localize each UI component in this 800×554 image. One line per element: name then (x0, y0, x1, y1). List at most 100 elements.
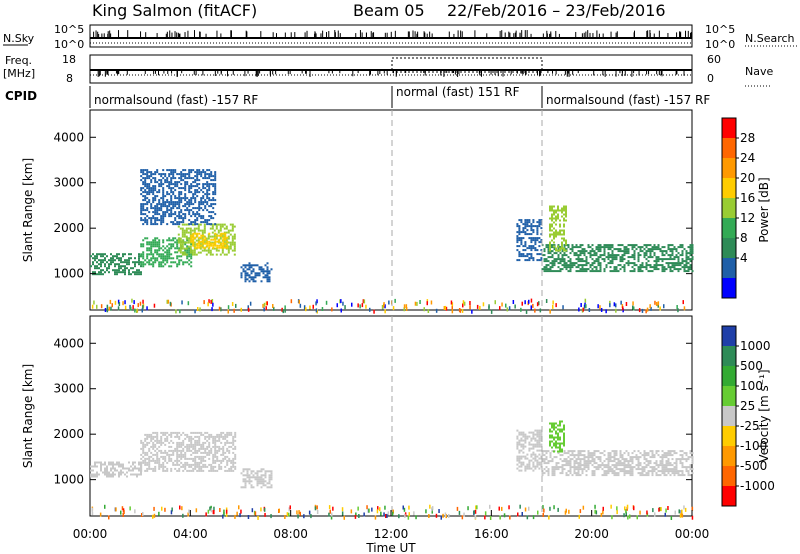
echo-pixel (102, 255, 104, 258)
echo-pixel (215, 225, 218, 228)
echo-pixel (543, 260, 546, 263)
echo-pixel (516, 237, 519, 240)
echo-pixel (166, 261, 169, 264)
echo-pixel (118, 465, 120, 468)
echo-pixel (262, 272, 265, 275)
echo-pixel (158, 255, 161, 258)
echo-pixel (549, 452, 552, 455)
echo-pixel (162, 203, 165, 206)
echo-pixel (134, 461, 136, 464)
echo-pixel (112, 269, 114, 272)
echo-pixel (166, 253, 169, 256)
scatter-mark (525, 309, 528, 314)
echo-pixel (518, 259, 521, 262)
echo-pixel (179, 237, 182, 240)
echo-pixel (591, 254, 594, 257)
echo-pixel (659, 464, 662, 467)
echo-pixel (178, 211, 181, 214)
echo-pixel (164, 175, 167, 178)
echo-pixel (669, 250, 672, 253)
echo-pixel (214, 439, 217, 442)
echo-pixel (551, 229, 553, 232)
echo-pixel (551, 470, 554, 473)
echo-pixel (96, 465, 98, 468)
echo-pixel (164, 251, 167, 254)
echo-pixel (673, 450, 676, 453)
echo-pixel (132, 473, 134, 476)
echo-pixel (194, 181, 197, 184)
echo-pixel (266, 262, 269, 265)
echo-pixel (193, 241, 196, 244)
echo-pixel (563, 225, 565, 228)
echo-pixel (192, 244, 195, 247)
echo-pixel (184, 463, 187, 466)
echo-pixel (214, 193, 217, 196)
echo-pixel (222, 445, 225, 448)
echo-pixel (597, 270, 600, 273)
echo-pixel (144, 259, 147, 262)
echo-pixel (160, 451, 163, 454)
echo-pixel (202, 469, 205, 472)
echo-pixel (231, 223, 234, 226)
echo-pixel (538, 437, 541, 440)
echo-pixel (663, 250, 666, 253)
echo-pixel (138, 469, 140, 472)
echo-pixel (647, 460, 650, 463)
echo-pixel (557, 249, 559, 252)
echo-pixel (563, 428, 565, 431)
echo-pixel (557, 428, 559, 431)
echo-pixel (563, 229, 565, 232)
echo-pixel (168, 255, 171, 258)
echo-pixel (540, 239, 543, 242)
echo-pixel (202, 217, 205, 220)
echo-pixel (540, 439, 543, 442)
echo-pixel (100, 269, 102, 272)
echo-pixel (168, 251, 171, 254)
echo-pixel (615, 248, 618, 251)
echo-pixel (156, 207, 159, 210)
echo-pixel (197, 239, 200, 242)
echo-pixel (154, 195, 157, 198)
echo-pixel (573, 462, 576, 465)
scatter-mark (683, 306, 686, 311)
echo-pixel (260, 468, 263, 471)
echo-pixel (216, 469, 219, 472)
echo-pixel (180, 217, 183, 220)
echo-pixel (627, 250, 630, 253)
echo-pixel (518, 431, 521, 434)
echo-pixel (158, 449, 161, 452)
echo-pixel (675, 464, 678, 467)
scatter-mark (459, 308, 462, 313)
echo-pixel (649, 244, 652, 247)
echo-pixel (190, 453, 193, 456)
echo-pixel (563, 252, 566, 255)
echo-pixel (559, 450, 561, 453)
echo-pixel (563, 205, 565, 208)
scatter-mark (646, 512, 649, 517)
echo-pixel (246, 272, 249, 275)
echo-pixel (262, 478, 265, 481)
echo-pixel (530, 437, 533, 440)
echo-pixel (559, 438, 561, 441)
echo-pixel (200, 443, 203, 446)
echo-pixel (184, 217, 187, 220)
scatter-mark (458, 510, 461, 515)
echo-pixel (627, 260, 630, 263)
echo-pixel (549, 252, 552, 255)
echo-pixel (142, 255, 145, 258)
echo-pixel (196, 461, 199, 464)
echo-pixel (176, 451, 179, 454)
echo-pixel (561, 464, 564, 467)
echo-pixel (631, 462, 634, 465)
echo-pixel (524, 435, 527, 438)
echo-pixel (663, 466, 666, 469)
echo-pixel (230, 433, 233, 436)
scatter-mark (415, 515, 417, 520)
echo-pixel (530, 455, 533, 458)
echo-pixel (199, 247, 202, 250)
echo-pixel (146, 255, 149, 258)
echo-pixel (144, 177, 147, 180)
echo-pixel (162, 215, 165, 218)
echo-pixel (536, 459, 539, 462)
